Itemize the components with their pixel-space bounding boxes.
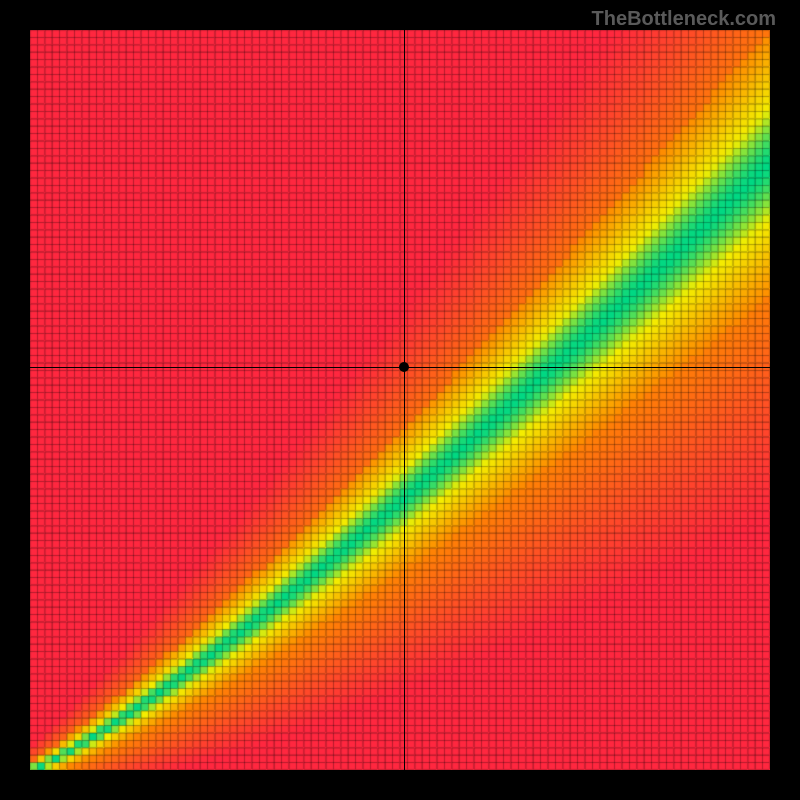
crosshair-vertical bbox=[404, 30, 405, 770]
heatmap-canvas bbox=[30, 30, 770, 770]
crosshair-marker bbox=[399, 362, 409, 372]
watermark-text: TheBottleneck.com bbox=[592, 8, 776, 31]
heatmap-plot bbox=[30, 30, 770, 770]
